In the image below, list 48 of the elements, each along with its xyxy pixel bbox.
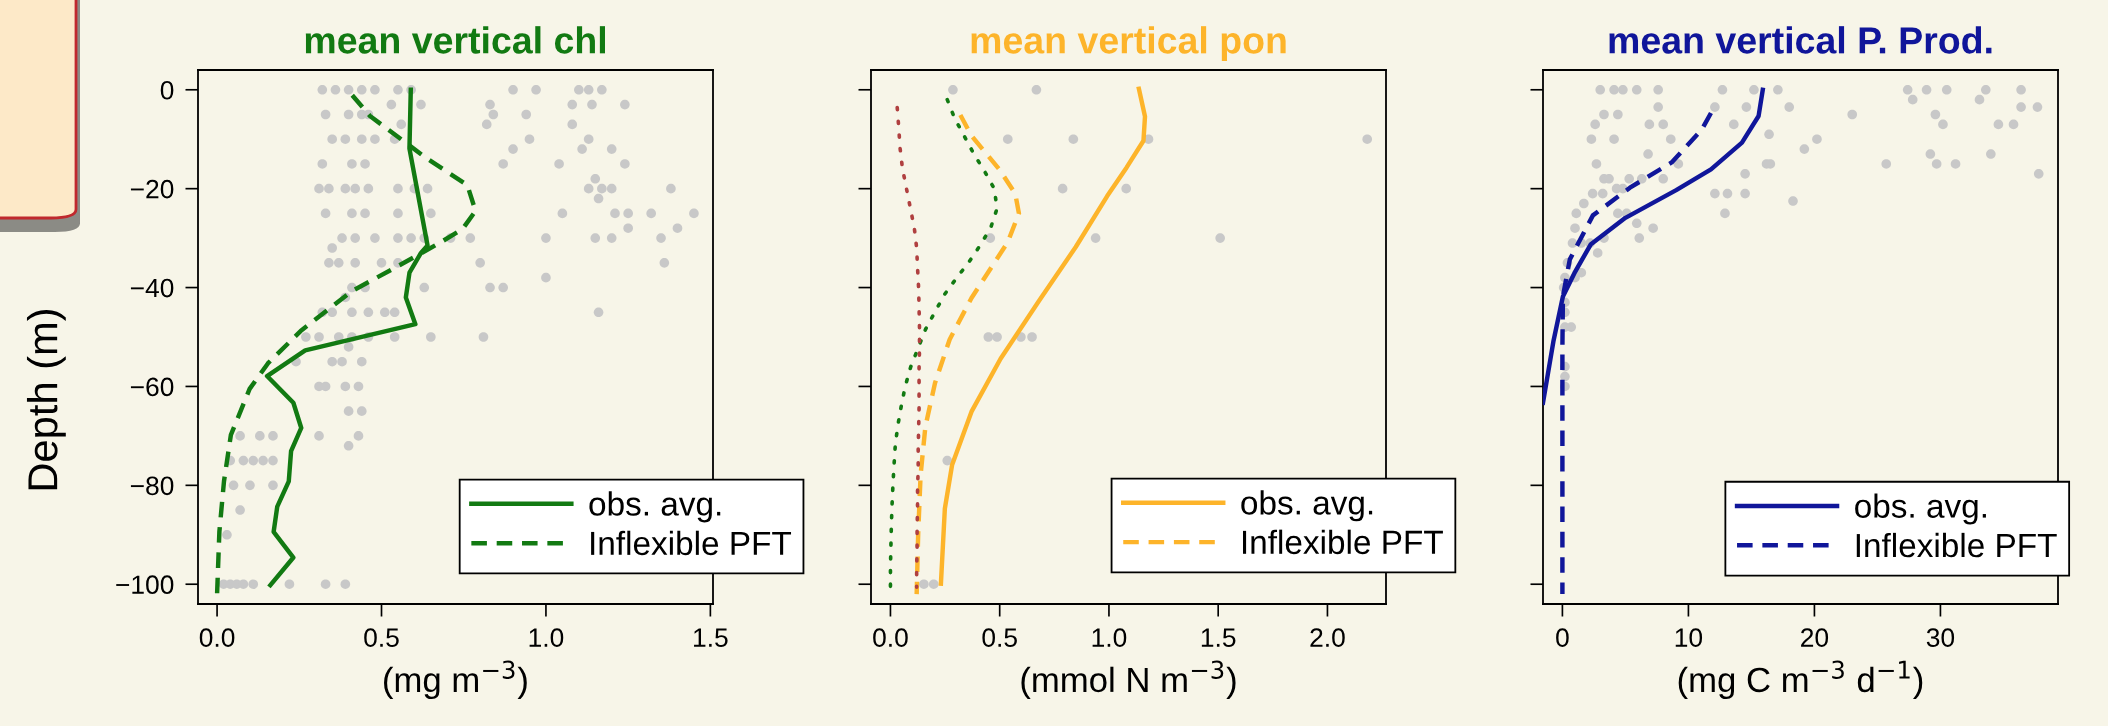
x-tick-label: 10: [1675, 628, 1703, 647]
y-tick-label: −60: [130, 377, 174, 397]
chart-title: mean vertical chl: [305, 26, 606, 54]
x-axis-title: (mmol N m$^{−3}$): [1021, 660, 1236, 700]
y-axis-title: Depth (m): [26, 309, 66, 490]
y-tick-label: −100: [116, 575, 174, 595]
point: [1057, 183, 1068, 194]
point: [985, 233, 996, 243]
legend-label: obs. avg.: [589, 491, 721, 523]
legend-label: Inflexible PFT: [1856, 532, 2057, 558]
x-tick-label: 20: [1801, 628, 1829, 647]
y-tick-label: −20: [130, 179, 174, 199]
x-tick-label: 1.0: [1092, 628, 1127, 647]
point: [1121, 183, 1132, 194]
point: [983, 332, 994, 342]
point: [942, 455, 953, 466]
y-tick-label: −80: [130, 476, 174, 496]
point: [1090, 233, 1101, 243]
point: [1002, 134, 1013, 145]
point: [928, 579, 939, 590]
x-tick-label: 0.5: [364, 628, 399, 647]
legend-label: obs. avg.: [1241, 490, 1373, 522]
point: [919, 579, 929, 590]
point: [1215, 233, 1225, 243]
x-tick-label: 2.0: [1310, 628, 1345, 647]
chart-title: mean vertical P. Prod.: [1609, 26, 1992, 54]
x-tick-label: 0.5: [982, 628, 1017, 647]
x-tick-label: 0.0: [199, 628, 235, 647]
x-tick-label: 1.0: [529, 628, 564, 647]
chart-title: mean vertical pon: [971, 26, 1286, 62]
x-axis-title: (mg m$^{−3}$): [384, 660, 527, 700]
x-tick-label: 30: [1926, 628, 1955, 647]
y-tick-label: 0: [160, 80, 174, 100]
point: [1362, 134, 1373, 145]
legend-label: Inflexible PFT: [1242, 529, 1443, 555]
x-tick-label: 0.0: [873, 628, 908, 647]
legend-label: obs. avg.: [1855, 493, 1986, 525]
x-tick-label: 1.5: [694, 628, 728, 647]
point: [1027, 332, 1037, 342]
point: [992, 332, 1002, 342]
point: [948, 84, 958, 95]
y-tick-label: −40: [130, 278, 174, 298]
point: [1031, 84, 1042, 95]
x-tick-label: 0: [1556, 628, 1569, 647]
legend-label: Inflexible PFT: [591, 530, 792, 556]
x-axis-title: (mg C m$^{−3}$ d$^{−1}$): [1678, 660, 1923, 700]
x-tick-label: 1.5: [1201, 628, 1236, 647]
point: [1068, 134, 1079, 145]
